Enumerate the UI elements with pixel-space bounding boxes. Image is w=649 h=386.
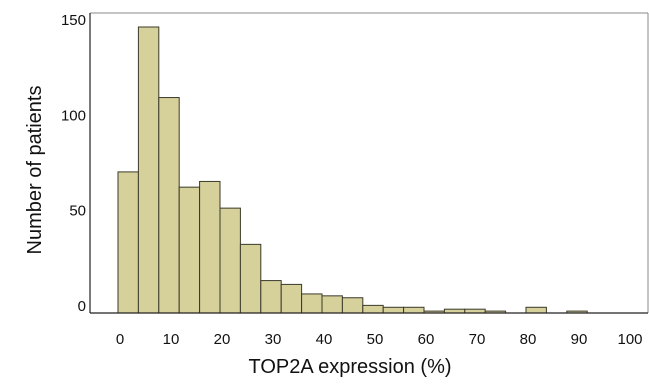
histogram-bar [158,97,180,314]
x-tick-label: 50 [367,331,384,348]
histogram-bar [260,280,282,314]
x-tick-label: 70 [469,331,486,348]
histogram-bar [117,171,139,314]
y-axis-title: Number of patients [24,86,46,255]
histogram-bar [280,283,303,314]
x-tick-label: 30 [265,331,282,348]
histogram-bar [137,26,160,314]
histogram-bar [403,306,425,314]
x-axis-title: TOP2A expression (%) [248,356,451,378]
histogram-bar [525,306,547,314]
y-tick-label: 150 [61,12,86,29]
x-tick-label: 0 [116,331,124,348]
histogram-bar [178,186,201,314]
histogram-bar [362,304,384,314]
x-tick-label: 90 [571,331,588,348]
x-tick-label: 10 [163,331,180,348]
histogram-bar [341,297,364,314]
y-tick-label: 50 [69,203,86,220]
histogram-bar [301,293,323,314]
histogram-bar [239,243,262,314]
x-tick-label: 80 [520,331,537,348]
y-tick-label: 100 [61,107,86,124]
histogram-bar [219,207,241,314]
x-tick-label: 20 [214,331,231,348]
histogram-bar [199,180,221,314]
histogram-bar [382,306,405,314]
bars-group [117,26,588,314]
x-tick-label: 40 [316,331,333,348]
x-tick-label: 60 [418,331,435,348]
x-tick-labels: 0 10 20 30 40 50 60 70 80 90 100 [116,331,643,348]
y-tick-label: 0 [78,298,86,315]
x-tick-label: 100 [617,331,642,348]
histogram-bar [321,295,343,314]
y-tick-labels: 0 50 100 150 [61,12,86,315]
